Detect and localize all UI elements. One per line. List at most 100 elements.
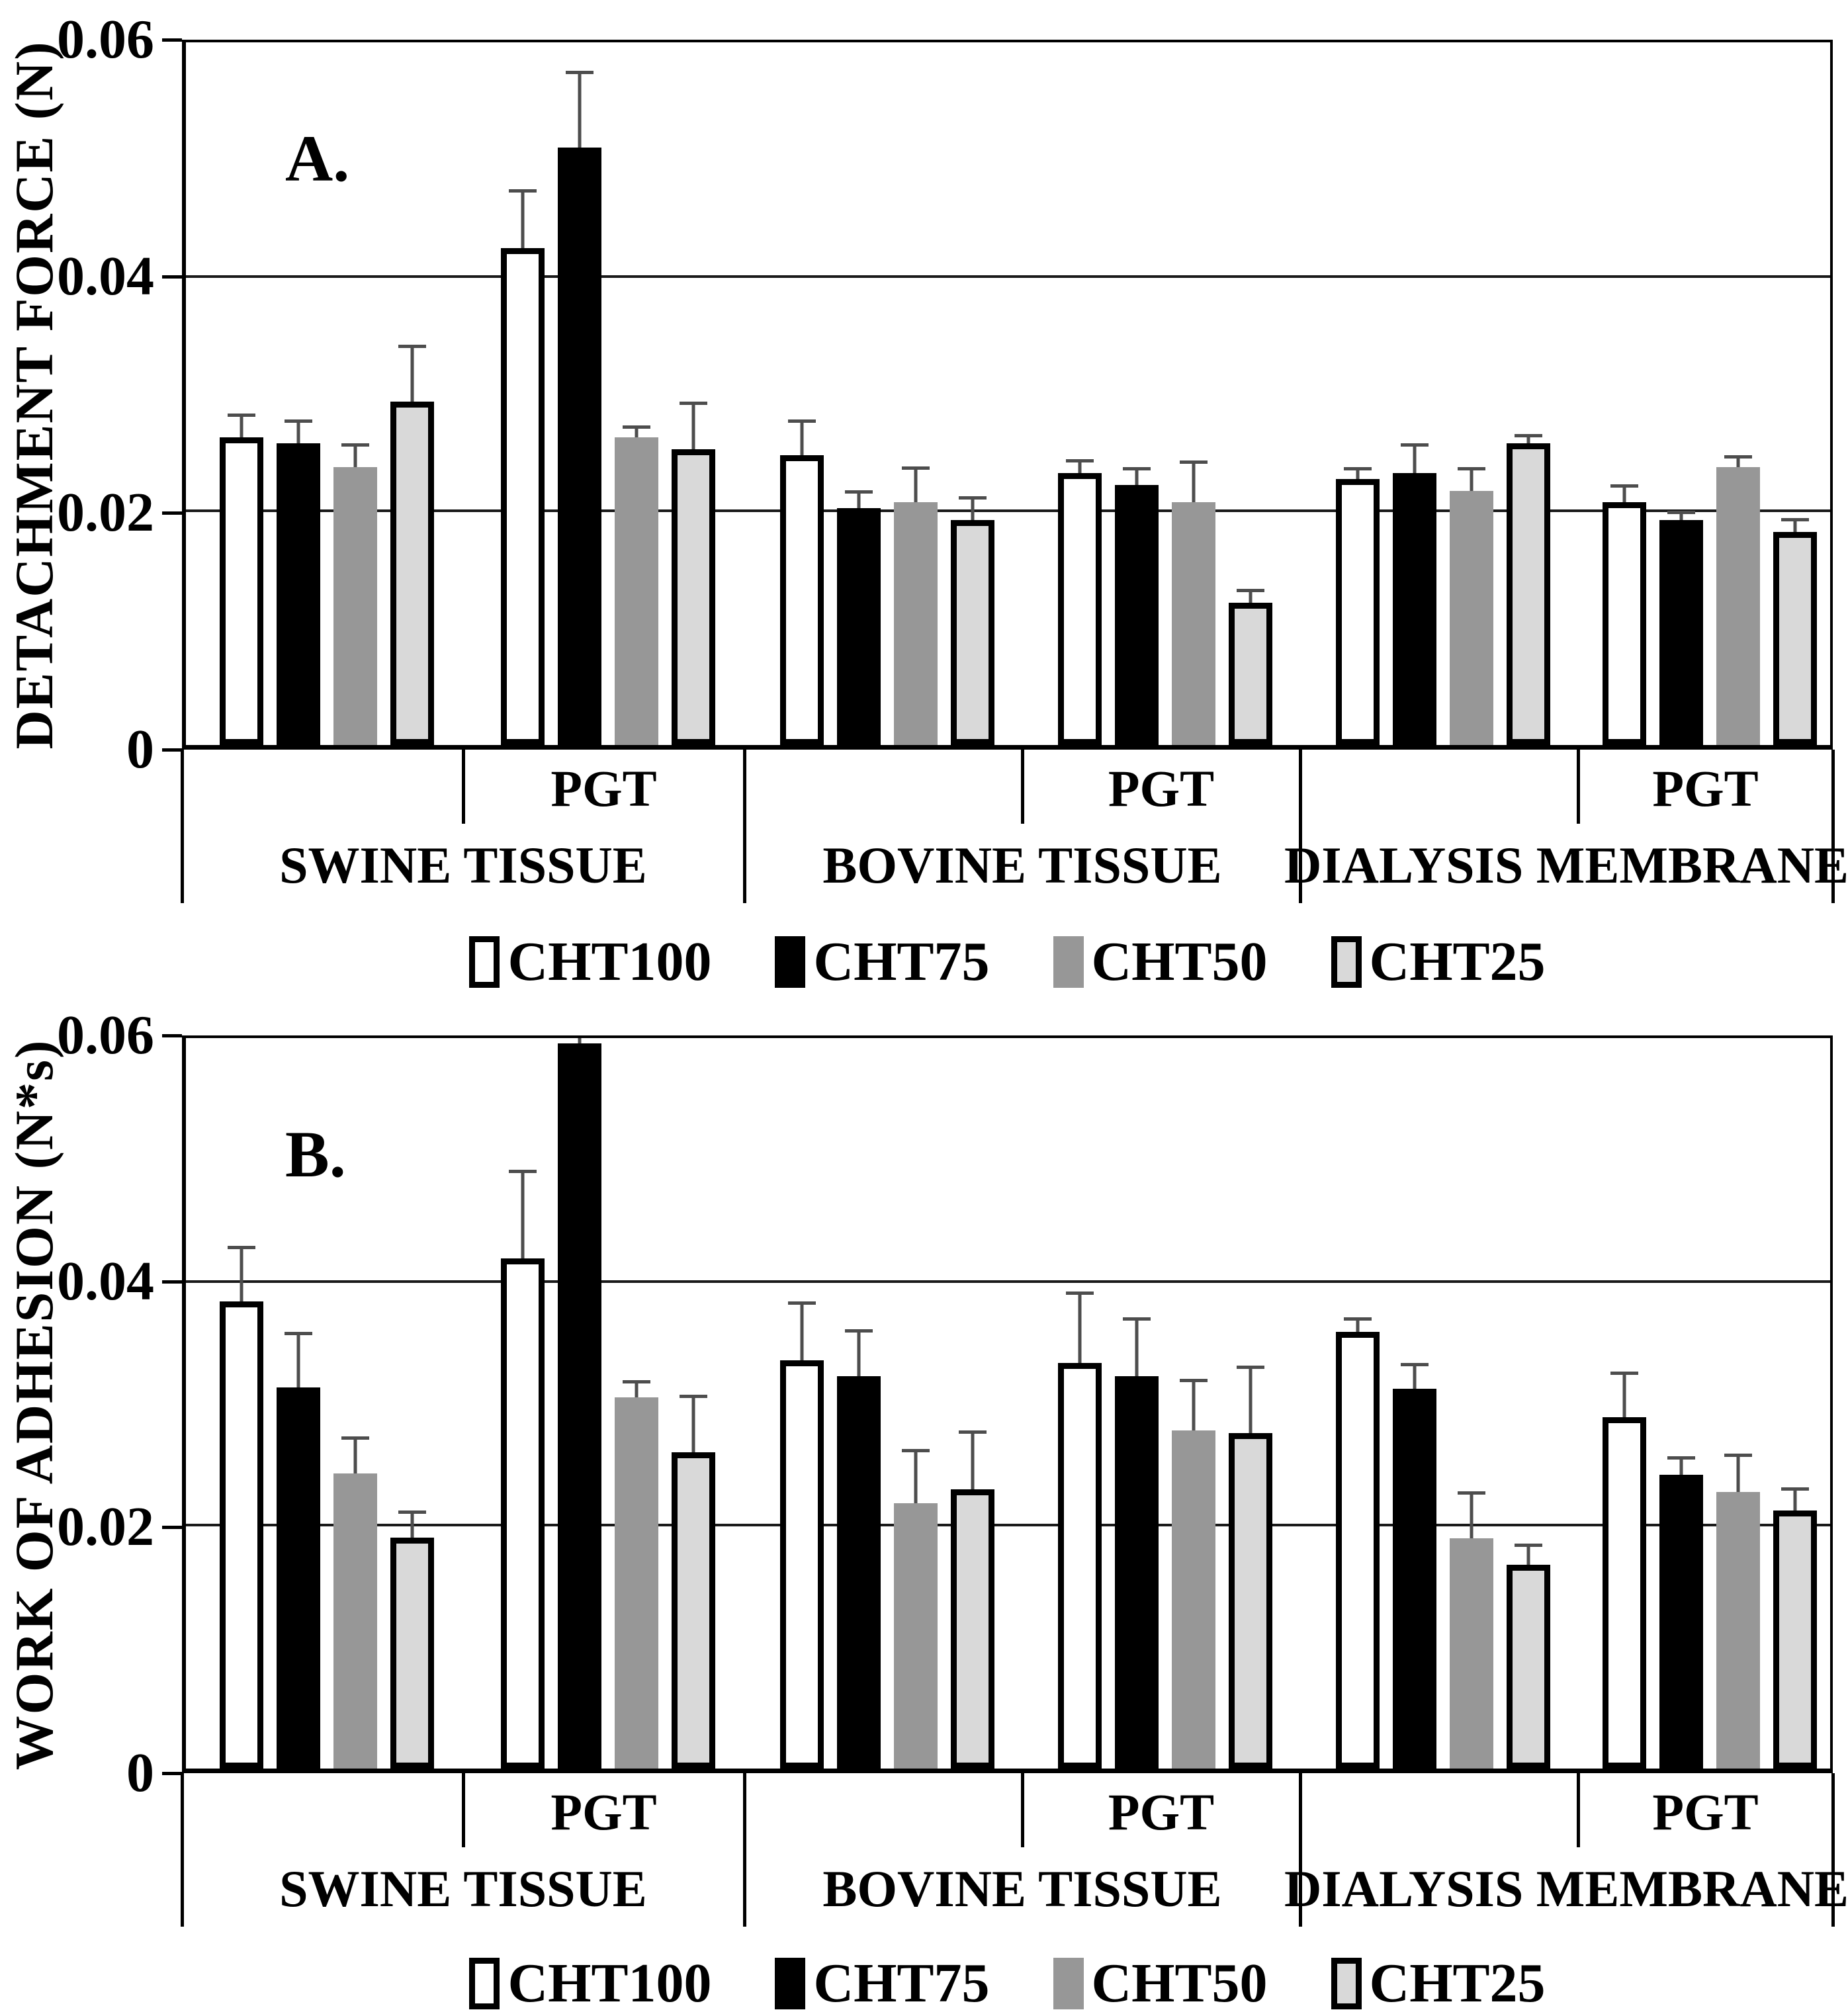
error-bar-cap [1180, 1379, 1208, 1382]
error-bar-CHT75 [837, 490, 881, 508]
error-bar-line [578, 1038, 582, 1043]
error-bar-CHT100 [501, 1170, 545, 1258]
subgroup-label-pgt: PGT [1652, 1783, 1759, 1841]
y-tick-mark [162, 748, 182, 752]
error-bar-CHT75 [1115, 467, 1159, 485]
error-bar-line [971, 496, 975, 520]
y-tick-mark [162, 275, 182, 279]
subgroup-label-pgt: PGT [1108, 1783, 1215, 1841]
error-bar-line [1736, 455, 1740, 467]
bar-CHT100-swine-tissue [220, 437, 263, 745]
gridline-0.04 [186, 1280, 1830, 1283]
subgroup-label-pgt: PGT [1108, 760, 1215, 817]
y-tick-mark [162, 511, 182, 515]
error-bar-line [1736, 1454, 1740, 1492]
error-bar-CHT100 [780, 1301, 824, 1360]
error-bar-cap [788, 1301, 816, 1305]
bar-CHT50-swine-tissue [333, 1473, 377, 1769]
bar-CHT75-swine-tissue [277, 1387, 320, 1769]
y-tick-label-0.02: 0.02 [57, 1496, 154, 1558]
error-bar-cap [1667, 511, 1695, 514]
error-bar-line [240, 1246, 243, 1301]
bar-CHT75-dialysis-membrane-pgt [1659, 520, 1703, 745]
error-bar-CHT75 [1659, 511, 1703, 520]
plot-area: B. [182, 1035, 1833, 1773]
bar-CHT50-swine-tissue [333, 467, 377, 745]
error-bar-CHT50 [1172, 460, 1215, 502]
group-label-dialysis-membrane: DIALYSIS MEMBRANE [1284, 1860, 1848, 1917]
error-bar-cap [509, 1170, 537, 1173]
error-bar-CHT50 [1172, 1379, 1215, 1430]
legend-item-cht50: CHT50 [1053, 1956, 1268, 2011]
error-bar-CHT25 [951, 496, 994, 520]
error-bar-line [521, 189, 525, 248]
error-bar-line [1078, 1292, 1082, 1363]
gridline-0.02 [186, 509, 1830, 512]
error-bar-cap [623, 1380, 650, 1383]
error-bar-CHT75 [558, 71, 601, 148]
group-label-swine-tissue: SWINE TISSUE [279, 836, 647, 894]
error-bar-CHT100 [1603, 484, 1646, 502]
error-bar-CHT50 [615, 425, 658, 437]
legend: CHT100 CHT75 CHT50 CHT25 [182, 934, 1833, 990]
subgroup-divider [1577, 750, 1580, 824]
bar-CHT50-bovine-tissue-pgt [1172, 502, 1215, 745]
error-bar-line [1135, 1317, 1139, 1376]
error-bar-CHT100 [220, 414, 263, 437]
error-bar-line [1470, 1491, 1474, 1538]
bar-CHT75-dialysis-membrane-pgt [1659, 1475, 1703, 1769]
y-tick-label-0: 0 [126, 719, 154, 780]
error-bar-line [1679, 511, 1683, 520]
error-bar-CHT25 [1773, 1487, 1817, 1510]
bar-CHT50-dialysis-membrane [1450, 491, 1493, 745]
error-bar-CHT50 [1716, 1454, 1760, 1492]
error-bar-line [353, 443, 357, 467]
legend-item-cht25: CHT25 [1331, 934, 1546, 990]
bar-CHT75-bovine-tissue [837, 508, 881, 745]
bar-CHT75-swine-tissue [277, 443, 320, 745]
error-bar-line [1622, 484, 1626, 502]
subgroup-divider [1021, 750, 1024, 824]
legend-swatch-cht50 [1053, 936, 1084, 988]
error-bar-CHT75 [1393, 1363, 1436, 1389]
bar-CHT100-dialysis-membrane [1336, 1332, 1380, 1769]
subgroup-label-pgt: PGT [550, 760, 657, 817]
bar-CHT25-bovine-tissue-pgt [1229, 603, 1272, 745]
bar-CHT50-dialysis-membrane-pgt [1716, 1492, 1760, 1769]
bar-CHT25-dialysis-membrane-pgt [1773, 532, 1817, 745]
group-divider [1299, 1773, 1302, 1927]
error-bar-CHT100 [220, 1246, 263, 1301]
error-bar-line [1622, 1372, 1626, 1417]
error-bar-CHT25 [390, 1510, 434, 1538]
error-bar-cap [845, 490, 873, 494]
error-bar-line [857, 1329, 861, 1376]
error-bar-cap [566, 71, 594, 74]
error-bar-line [857, 490, 861, 508]
error-bar-CHT50 [894, 466, 938, 502]
bar-CHT100-bovine-tissue-pgt [1058, 473, 1102, 745]
error-bar-line [691, 402, 695, 449]
error-bar-line [353, 1436, 357, 1473]
error-bar-line [1356, 1317, 1360, 1332]
bar-CHT100-bovine-tissue [780, 455, 824, 745]
error-bar-CHT50 [333, 443, 377, 467]
bar-CHT100-swine-tissue [220, 1301, 263, 1769]
error-bar-cap [228, 1246, 255, 1249]
error-bar-line [1135, 467, 1139, 485]
bar-CHT25-swine-tissue-pgt [672, 449, 715, 745]
error-bar-CHT50 [333, 1436, 377, 1473]
error-bar-CHT75 [277, 1332, 320, 1387]
error-bar-line [578, 71, 582, 148]
bar-CHT50-dialysis-membrane-pgt [1716, 467, 1760, 745]
legend-item-cht75: CHT75 [775, 1952, 990, 2014]
legend-swatch-cht25 [1331, 936, 1362, 988]
group-divider [1299, 750, 1302, 903]
error-bar-cap [398, 345, 426, 348]
bar-CHT100-dialysis-membrane-pgt [1603, 502, 1646, 745]
legend-label-cht75: CHT75 [813, 931, 990, 992]
legend-swatch-cht75 [775, 1958, 806, 2009]
group-label-bovine-tissue: BOVINE TISSUE [822, 836, 1222, 894]
legend-label-cht75: CHT75 [813, 1952, 990, 2014]
error-bar-CHT100 [780, 419, 824, 455]
